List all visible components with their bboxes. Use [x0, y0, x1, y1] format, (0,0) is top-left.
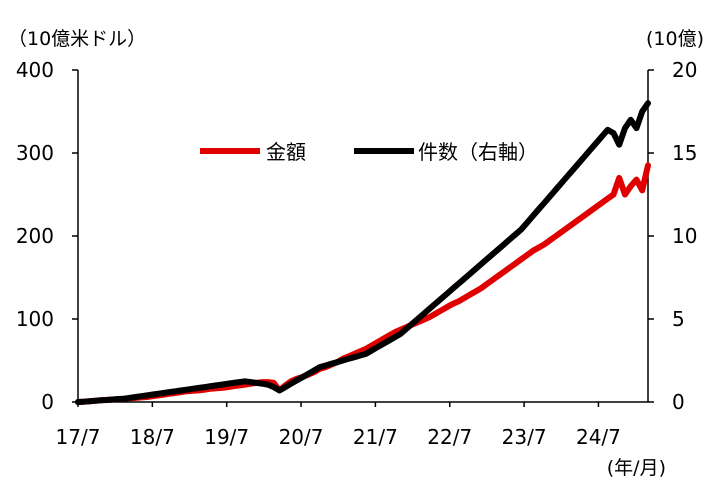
legend-label-count: 件数（右軸） [418, 140, 538, 164]
left-tick-label: 200 [16, 224, 54, 248]
series-line-count [75, 100, 651, 405]
x-axis-unit: (年/月) [607, 457, 666, 479]
left-tick-label: 0 [41, 390, 54, 414]
right-tick-label: 10 [672, 224, 697, 248]
left-tick-label: 300 [16, 141, 54, 165]
x-tick-label: 24/7 [576, 425, 621, 449]
x-tick-label: 23/7 [502, 425, 547, 449]
left-tick-label: 100 [16, 307, 54, 331]
x-tick-label: 19/7 [204, 425, 249, 449]
right-tick-label: 5 [672, 307, 685, 331]
legend: 金額 件数（右軸） [200, 140, 538, 164]
series-line-amount [75, 162, 651, 405]
x-tick-label: 22/7 [427, 425, 472, 449]
right-tick-label: 0 [672, 390, 685, 414]
left-tick-label: 400 [16, 58, 54, 82]
right-tick-label: 20 [672, 58, 697, 82]
x-tick-label: 18/7 [130, 425, 175, 449]
right-tick-label: 15 [672, 141, 697, 165]
left-axis-unit: （10億米ドル） [8, 28, 146, 50]
x-tick-label: 17/7 [56, 425, 101, 449]
right-axis-unit: (10億) [646, 28, 704, 50]
x-tick-label: 21/7 [353, 425, 398, 449]
x-tick-label: 20/7 [279, 425, 324, 449]
legend-label-amount: 金額 [266, 140, 306, 164]
